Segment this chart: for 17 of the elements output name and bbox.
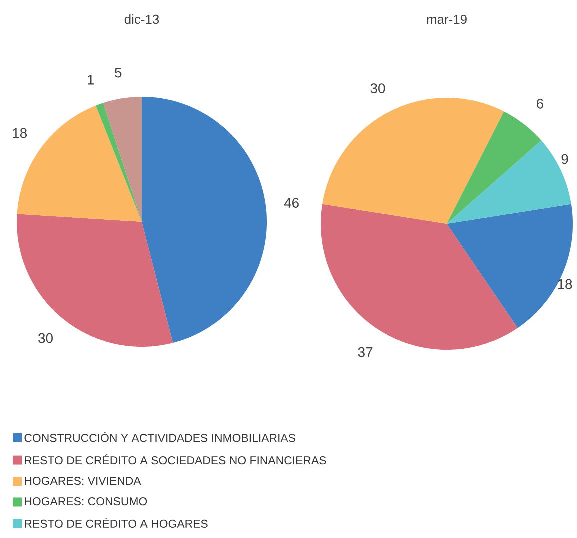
- data-label: 5: [115, 68, 122, 78]
- data-label: 18: [558, 279, 572, 290]
- chart-title: dic-13: [124, 14, 160, 24]
- legend-label: RESTO DE CRÉDITO A HOGARES: [25, 518, 208, 528]
- data-label: 46: [284, 198, 299, 208]
- data-label: 6: [536, 98, 544, 109]
- chart-title: mar-19: [427, 14, 467, 24]
- data-label: 30: [38, 333, 53, 344]
- data-label: 18: [13, 128, 27, 138]
- data-label: 1: [88, 75, 94, 85]
- legend-label: RESTO DE CRÉDITO A SOCIEDADES NO FINANCIERAS: [25, 454, 326, 465]
- legend-label: CONSTRUCCIÓN Y ACTIVIDADES INMOBILIARIAS: [24, 432, 296, 442]
- data-label: 37: [358, 347, 373, 358]
- legend-label: HOGARES: VIVIENDA: [25, 477, 142, 486]
- data-label: 9: [562, 154, 568, 164]
- legend-label: HOGARES: CONSUMO: [25, 497, 148, 506]
- data-label: 30: [370, 84, 386, 94]
